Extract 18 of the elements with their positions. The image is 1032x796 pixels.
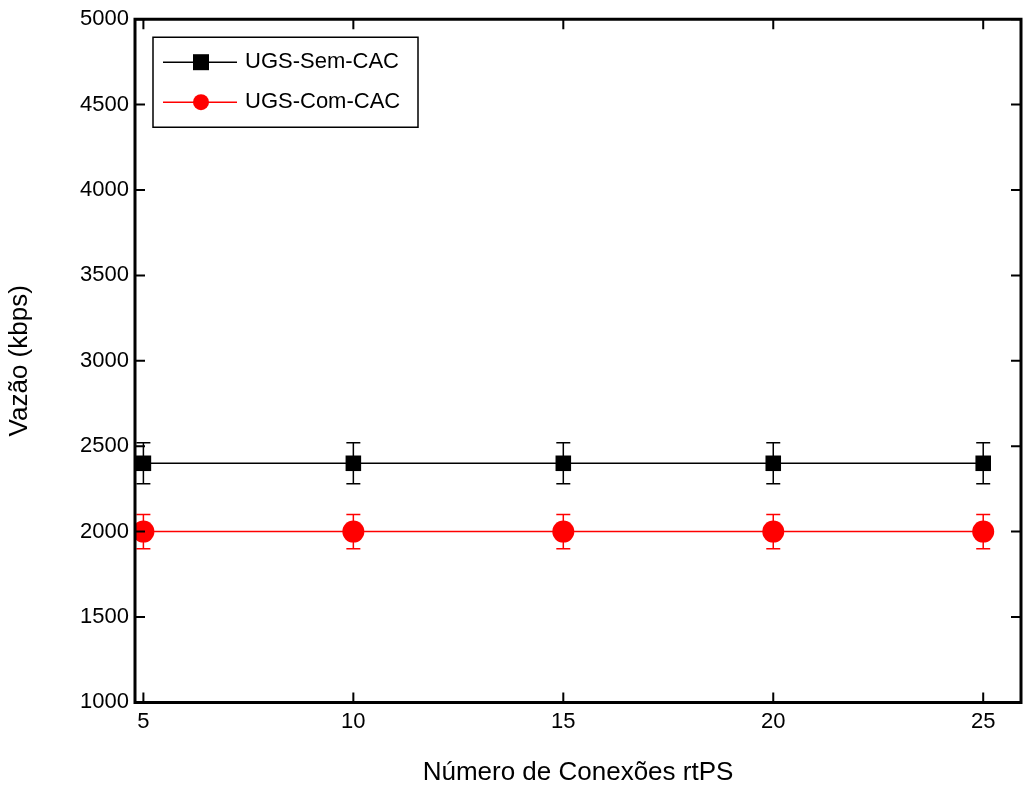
- x-tick-label: 5: [137, 707, 150, 733]
- x-axis-title: Número de Conexões rtPS: [422, 755, 734, 786]
- y-tick-label: 1000: [80, 688, 129, 714]
- y-tick-label: 3000: [80, 346, 129, 372]
- y-tick-label: 1500: [80, 603, 129, 629]
- y-tick-label: 4500: [80, 90, 129, 116]
- x-tick-label: 20: [761, 707, 786, 733]
- y-tick-label: 2000: [80, 517, 129, 543]
- y-axis-title: Vazão (kbps): [2, 285, 33, 437]
- y-tick-label: 2500: [80, 432, 129, 458]
- y-tick-label: 5000: [80, 5, 129, 31]
- x-tick-label: 10: [341, 707, 366, 733]
- y-tick-label: 4000: [80, 176, 129, 202]
- legend-label: UGS-Sem-CAC: [245, 48, 400, 74]
- x-tick-label: 15: [551, 707, 576, 733]
- legend-label: UGS-Com-CAC: [245, 88, 401, 114]
- y-tick-label: 3500: [80, 261, 129, 287]
- x-tick-label: 25: [970, 707, 996, 733]
